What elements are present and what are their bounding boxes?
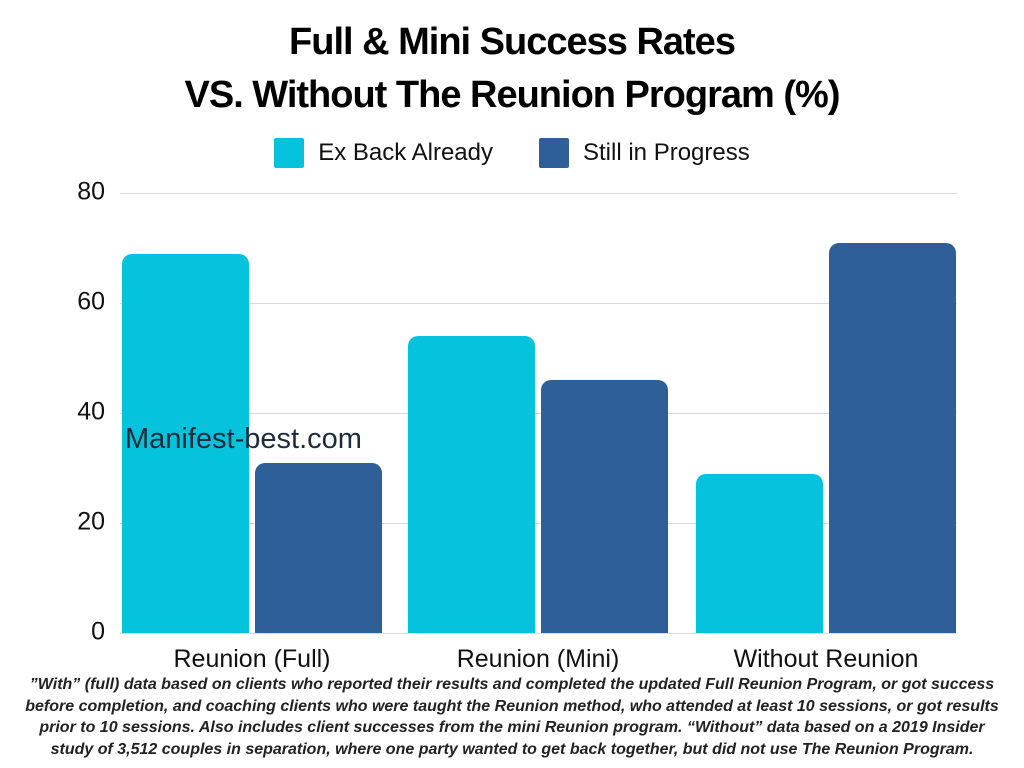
gridline-y-80 <box>120 193 957 194</box>
chart-legend: Ex Back Already Still in Progress <box>0 138 1024 168</box>
footnote-line: prior to 10 sessions. Also includes clie… <box>39 719 985 736</box>
bar-in-progress-2 <box>541 380 668 633</box>
y-axis-tick-label: 20 <box>77 507 105 536</box>
y-axis-tick-label: 0 <box>91 617 105 646</box>
legend-label: Still in Progress <box>583 139 750 166</box>
bar-ex-back-3 <box>696 473 823 633</box>
gridline-y-20 <box>120 523 957 524</box>
legend-swatch-cyan <box>274 138 305 168</box>
bar-ex-back-1 <box>122 253 249 633</box>
footnote-line: before completion, and coaching clients … <box>25 697 999 715</box>
y-axis-tick-label: 80 <box>77 177 105 206</box>
gridline-y-40 <box>120 413 957 414</box>
legend-item-ex-back-already: Ex Back Already <box>274 138 493 168</box>
gridline-y-0 <box>120 633 957 634</box>
chart-title: Full & Mini Success Rates VS. Without Th… <box>0 16 1024 122</box>
y-axis-tick-label: 40 <box>77 397 105 426</box>
chart-title-line-2: VS. Without The Reunion Program (%) <box>184 74 841 116</box>
bar-in-progress-1 <box>255 462 382 633</box>
bar-in-progress-3 <box>829 242 956 633</box>
x-axis-category-label: Reunion (Full) <box>173 645 331 673</box>
y-axis-tick-label: 60 <box>77 287 105 316</box>
footnote-line: study of 3,512 couples in separation, wh… <box>50 740 974 758</box>
legend-item-still-in-progress: Still in Progress <box>539 138 750 168</box>
x-axis-category-label: Without Reunion <box>733 645 919 673</box>
footnote-line: ”With” (full) data based on clients who … <box>29 676 995 693</box>
x-axis-category-label: Reunion (Mini) <box>456 645 620 673</box>
bar-ex-back-2 <box>408 336 535 633</box>
chart-title-line-1: Full & Mini Success Rates <box>289 21 736 63</box>
gridline-y-60 <box>120 303 957 304</box>
legend-label: Ex Back Already <box>318 139 493 166</box>
legend-swatch-blue <box>539 138 569 168</box>
footnote: ”With” (full) data based on clients who … <box>12 674 1012 760</box>
watermark: Manifest-best.com <box>125 423 362 455</box>
